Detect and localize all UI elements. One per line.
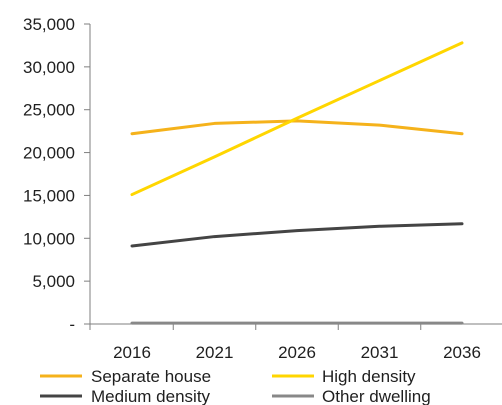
y-tick-label: 25,000 bbox=[23, 101, 75, 120]
x-tick-label: 2026 bbox=[278, 343, 316, 362]
x-tick-label: 2031 bbox=[361, 343, 399, 362]
y-tick-label: 35,000 bbox=[23, 15, 75, 34]
y-tick-label: 5,000 bbox=[32, 272, 75, 291]
x-tick-label: 2016 bbox=[113, 343, 151, 362]
x-tick-label: 2036 bbox=[443, 343, 481, 362]
y-tick-label: 20,000 bbox=[23, 144, 75, 163]
x-tick-label: 2021 bbox=[196, 343, 234, 362]
legend-label-medium-density: Medium density bbox=[91, 387, 211, 405]
series-layer bbox=[130, 41, 464, 325]
y-tick-label: 10,000 bbox=[23, 229, 75, 248]
y-tick-label: 15,000 bbox=[23, 186, 75, 205]
series-line-medium-density bbox=[130, 222, 464, 248]
y-tick-label: 30,000 bbox=[23, 58, 75, 77]
legend-label-other-dwelling: Other dwelling bbox=[322, 387, 431, 405]
series-line-high-density bbox=[130, 41, 464, 197]
series-line-separate-house bbox=[130, 119, 464, 136]
legend-label-high-density: High density bbox=[322, 367, 416, 386]
y-tick-label: - bbox=[69, 315, 75, 334]
legend-label-separate-house: Separate house bbox=[91, 367, 211, 386]
axes: - 5,000 10,000 15,000 20,000 25,000 30,000 35,0… bbox=[23, 15, 502, 362]
